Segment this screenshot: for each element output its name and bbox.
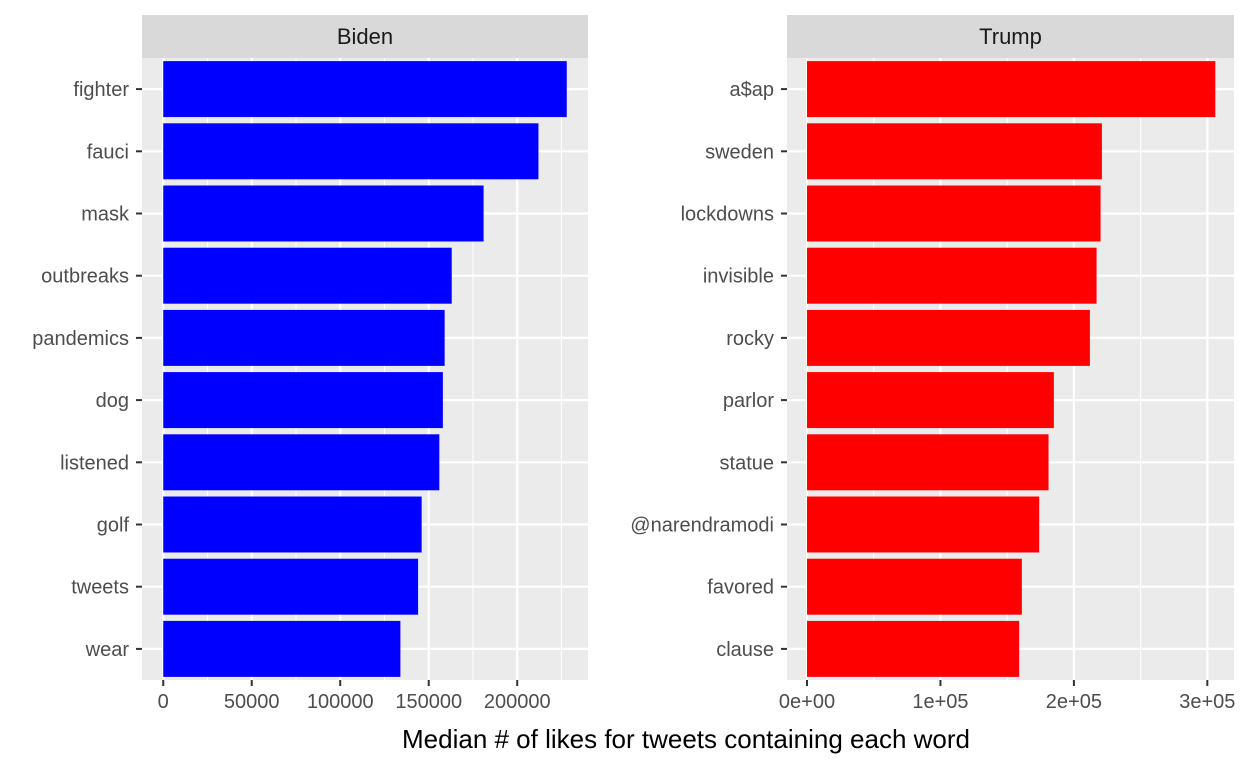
x-tick-label: 0 <box>158 691 169 713</box>
bar <box>807 372 1054 429</box>
category-label: mask <box>81 204 130 226</box>
bar <box>163 496 422 553</box>
facet-strip-label: Trump <box>979 24 1042 49</box>
x-tick-label: 2e+05 <box>1046 691 1102 713</box>
x-tick-label: 0e+00 <box>779 691 835 713</box>
category-label: fighter <box>73 79 129 101</box>
x-tick-label: 150000 <box>395 691 462 713</box>
bar <box>163 434 440 491</box>
facets-group: Biden 0 50000 100000 150000 200000 fighter fauc… <box>32 15 1235 713</box>
bar <box>163 620 401 677</box>
category-label: sweden <box>705 141 774 163</box>
bar <box>163 372 443 429</box>
category-label: rocky <box>726 328 774 350</box>
facet-biden: Biden 0 50000 100000 150000 200000 fighter fauc… <box>32 15 588 713</box>
category-label: statue <box>720 452 774 474</box>
x-axis-title: Median # of likes for tweets containing … <box>402 724 970 754</box>
category-label: @narendramodi <box>630 515 774 537</box>
category-label: fauci <box>87 141 129 163</box>
x-tick-label: 3e+05 <box>1179 691 1235 713</box>
facet-strip <box>142 15 588 58</box>
x-tick-label: 100000 <box>307 691 374 713</box>
category-label: invisible <box>703 266 774 288</box>
bar <box>807 61 1216 118</box>
bar <box>163 558 419 615</box>
category-label: golf <box>97 515 130 537</box>
category-label: pandemics <box>32 328 129 350</box>
category-label: favored <box>707 577 774 599</box>
x-tick-label: 200000 <box>484 691 551 713</box>
bar <box>807 123 1102 180</box>
category-label: wear <box>85 639 130 661</box>
bar <box>163 185 484 242</box>
bar <box>807 247 1097 304</box>
facet-strip-label: Biden <box>337 24 393 49</box>
category-label: lockdowns <box>681 204 774 226</box>
category-label: tweets <box>71 577 129 599</box>
category-label: parlor <box>723 390 774 412</box>
category-label: listened <box>60 452 129 474</box>
bar <box>807 558 1022 615</box>
bar <box>807 185 1101 242</box>
category-label: a$ap <box>730 79 775 101</box>
x-tick-label: 1e+05 <box>912 691 968 713</box>
bar <box>163 247 452 304</box>
bar <box>807 309 1090 366</box>
bar <box>807 496 1040 553</box>
facet-trump: Trump 0e+00 1e+05 2e+05 3e+05 a$ap sweden lockd… <box>630 15 1235 713</box>
category-label: clause <box>716 639 774 661</box>
bar <box>163 61 567 118</box>
bar <box>163 123 539 180</box>
bar <box>163 309 445 366</box>
bar <box>807 434 1049 491</box>
x-tick-label: 50000 <box>224 691 280 713</box>
category-label: dog <box>96 390 129 412</box>
category-label: outbreaks <box>41 266 129 288</box>
facet-strip <box>787 15 1234 58</box>
bar <box>807 620 1020 677</box>
